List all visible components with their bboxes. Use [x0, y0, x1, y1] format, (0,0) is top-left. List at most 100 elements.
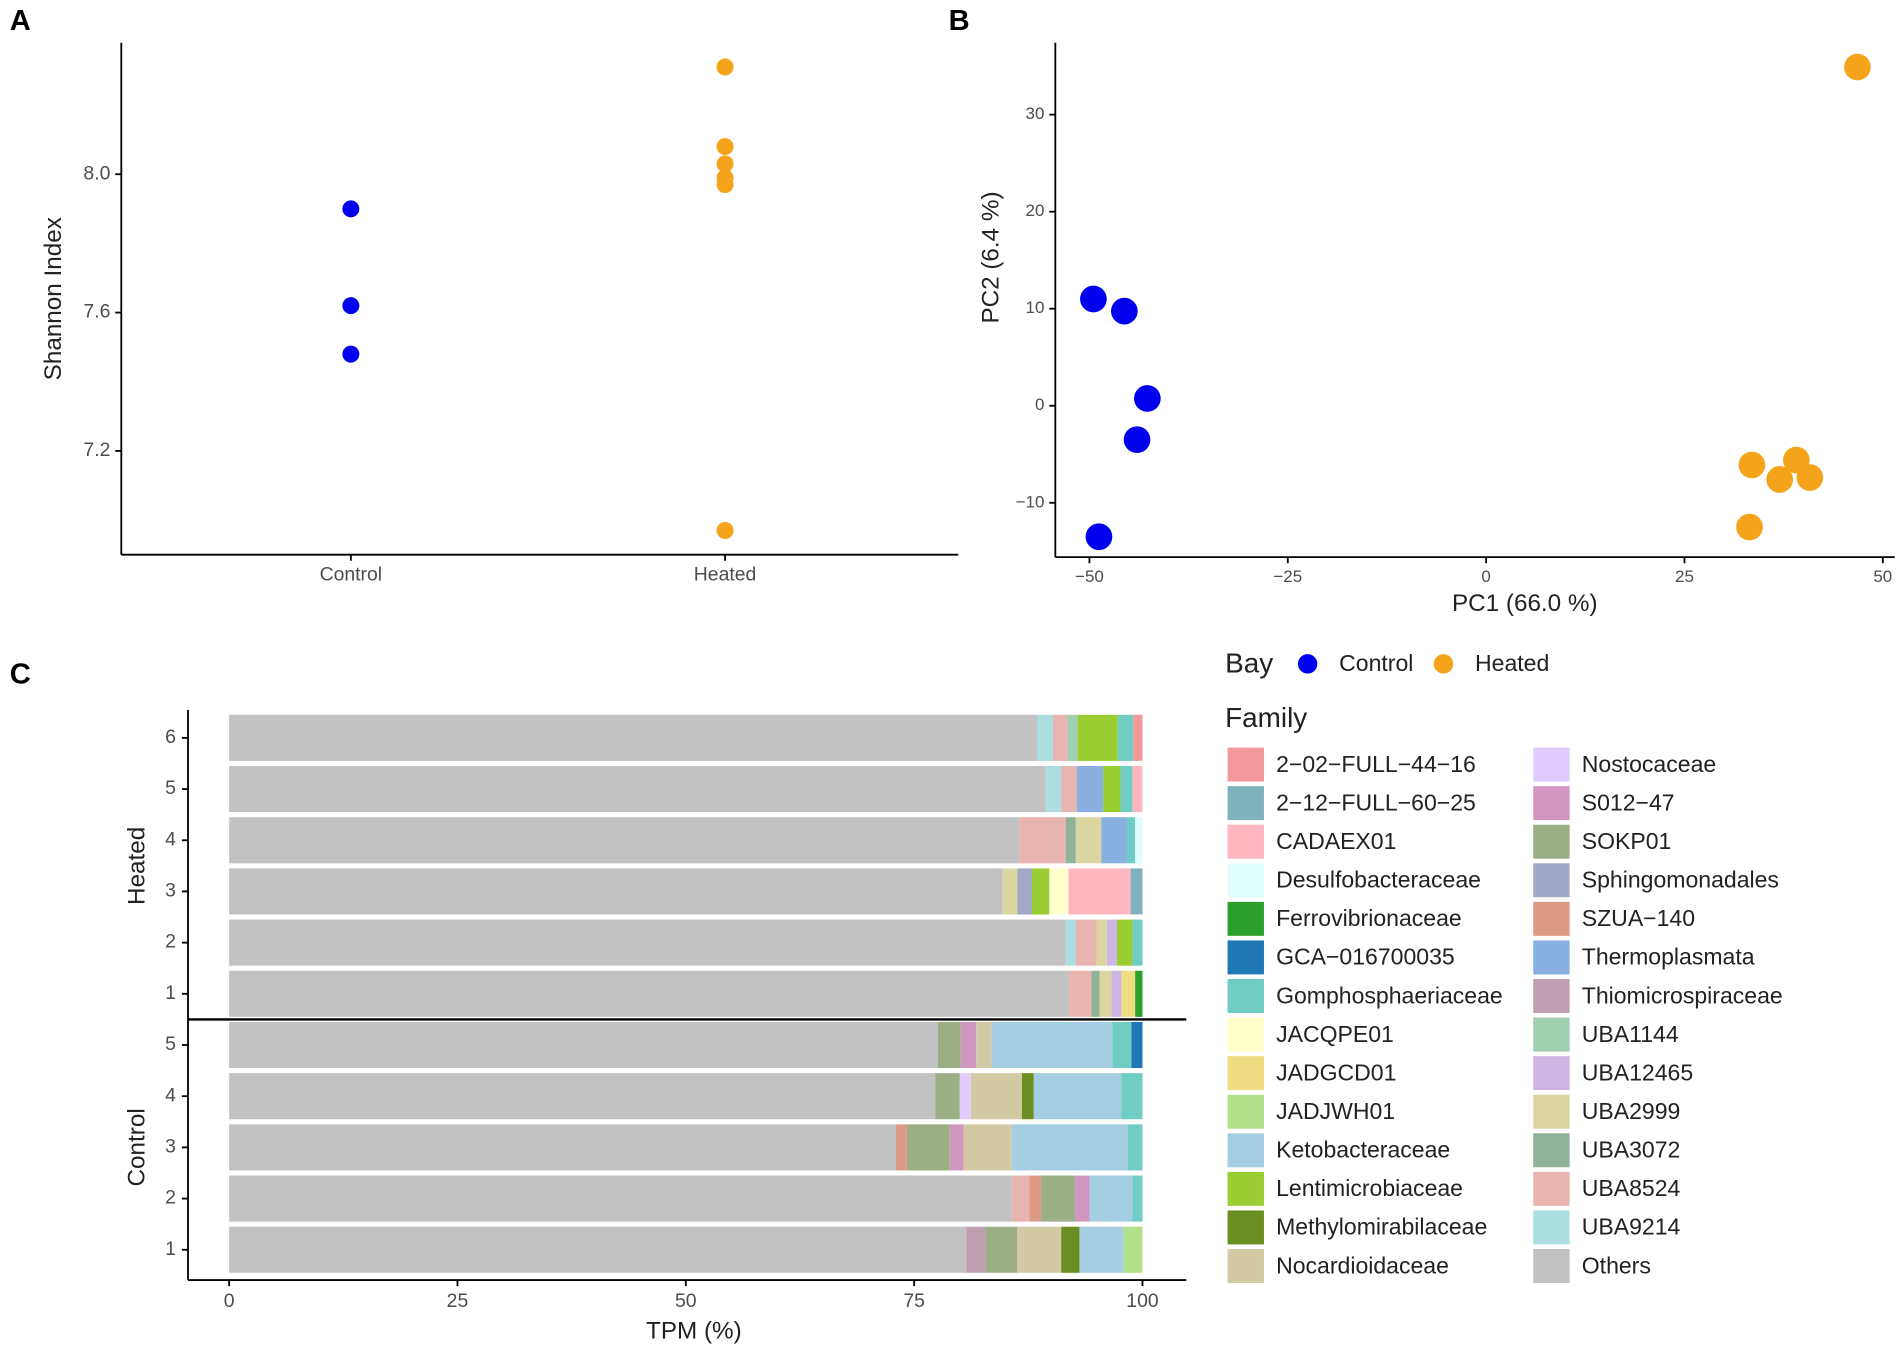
bar-segment	[229, 1021, 938, 1069]
y-axis-title: Shannon Index	[40, 217, 67, 380]
group-label: Heated	[124, 827, 151, 905]
bar-segment	[229, 1226, 967, 1273]
legend-label: Control	[1339, 650, 1413, 676]
legend-label: UBA12465	[1582, 1059, 1693, 1085]
bar-segment	[229, 970, 1070, 1017]
x-tick-label: 0	[224, 1290, 235, 1312]
point	[1796, 464, 1824, 491]
bar-segment	[229, 919, 1066, 966]
legend-swatch	[1227, 1017, 1264, 1052]
bar-segment	[1075, 817, 1102, 864]
point	[716, 58, 734, 76]
legend-title: Bay	[1225, 647, 1273, 678]
legend-swatch	[1227, 901, 1264, 936]
bar-segment	[1067, 714, 1078, 761]
x-tick-label: Control	[320, 563, 383, 585]
bar-segment	[1077, 714, 1118, 761]
legend-swatch	[1227, 940, 1264, 975]
bar-segment	[1061, 766, 1077, 813]
x-tick-label: 50	[675, 1290, 697, 1312]
bar-segment	[1068, 868, 1131, 915]
legend-label: UBA3072	[1582, 1137, 1681, 1163]
bar-segment	[1103, 766, 1121, 813]
legend-swatch	[1533, 1017, 1570, 1052]
legend-swatch	[1227, 1249, 1264, 1283]
bar-segment	[1041, 1175, 1075, 1222]
y-tick-label: 2	[165, 1187, 176, 1209]
bar-segment	[966, 1226, 986, 1273]
bar-segment	[1111, 970, 1122, 1017]
point	[1738, 451, 1766, 479]
bar-segment	[1049, 868, 1069, 915]
bar-segment	[1021, 1073, 1034, 1120]
panel-label: C	[10, 659, 31, 691]
bar-segment	[1132, 919, 1143, 966]
legend-swatch	[1533, 1094, 1570, 1129]
bar-segment	[1106, 919, 1117, 966]
bar-segment	[970, 1073, 1022, 1120]
point	[716, 155, 734, 173]
legend-swatch	[1227, 1171, 1264, 1206]
x-tick-label: 75	[903, 1290, 925, 1312]
bar-segment	[1132, 766, 1143, 813]
bar-segment	[949, 1124, 964, 1171]
bar-segment	[229, 1124, 896, 1171]
legend-label: Sphingomonadales	[1582, 867, 1779, 893]
y-tick-label: 3	[165, 1136, 176, 1158]
bar-segment	[1074, 1175, 1090, 1222]
x-tick-label: 25	[1675, 567, 1694, 586]
legend-label: UBA1144	[1582, 1021, 1679, 1047]
bar-segment	[1065, 919, 1076, 966]
x-tick-label: 0	[1481, 567, 1490, 586]
bar-segment	[229, 1073, 936, 1120]
legend-swatch	[1533, 1133, 1570, 1168]
y-tick-label: 0	[1035, 395, 1044, 414]
legend-label: 2−12−FULL−60−25	[1276, 789, 1476, 815]
legend-swatch	[1433, 654, 1454, 674]
bar-segment	[976, 1021, 992, 1069]
bar-segment	[959, 1073, 971, 1120]
legend-swatch	[1533, 1210, 1570, 1245]
legend-swatch	[1227, 979, 1264, 1013]
legend-swatch	[1533, 786, 1570, 821]
legend-swatch	[1227, 863, 1264, 898]
legend-label: 2−02−FULL−44−16	[1276, 751, 1476, 777]
legend-label: S012−47	[1582, 789, 1675, 815]
y-tick-label: 10	[1026, 298, 1045, 317]
bar-segment	[1076, 766, 1104, 813]
point	[1134, 385, 1161, 412]
y-tick-label: 5	[165, 1033, 176, 1055]
y-tick-label: 2	[165, 931, 176, 953]
x-tick-label: Heated	[694, 563, 757, 585]
point	[1085, 523, 1113, 551]
bar-segment	[1069, 970, 1092, 1017]
group-label: Control	[124, 1108, 151, 1186]
bar-segment	[1117, 714, 1134, 761]
legend-label: SOKP01	[1582, 828, 1672, 854]
bar-segment	[1011, 1124, 1128, 1171]
legend-label: Others	[1582, 1252, 1651, 1278]
legend-label: CADAEX01	[1276, 828, 1396, 854]
point	[716, 521, 734, 539]
legend-label: Thiomicrospiraceae	[1582, 982, 1783, 1008]
bar-segment	[1132, 1175, 1143, 1222]
bar-segment	[1135, 970, 1143, 1017]
point	[1080, 285, 1107, 313]
bar-segment	[1079, 1226, 1124, 1273]
legend-label: Lentimicrobiaceae	[1276, 1175, 1463, 1201]
bar-segment	[1017, 868, 1032, 915]
bar-segment	[1011, 1175, 1030, 1222]
bar-segment	[1052, 714, 1068, 761]
bar-segment	[991, 1021, 1113, 1069]
legend-label: JACQPE01	[1276, 1021, 1394, 1047]
x-tick-label: 50	[1873, 567, 1892, 586]
y-tick-label: 8.0	[83, 162, 110, 184]
legend-swatch	[1533, 824, 1570, 859]
y-tick-label: 3	[165, 880, 176, 902]
bar-segment	[1135, 817, 1143, 864]
bar-segment	[229, 868, 1003, 915]
legend-swatch	[1533, 979, 1570, 1013]
y-tick-label: 5	[165, 777, 176, 799]
